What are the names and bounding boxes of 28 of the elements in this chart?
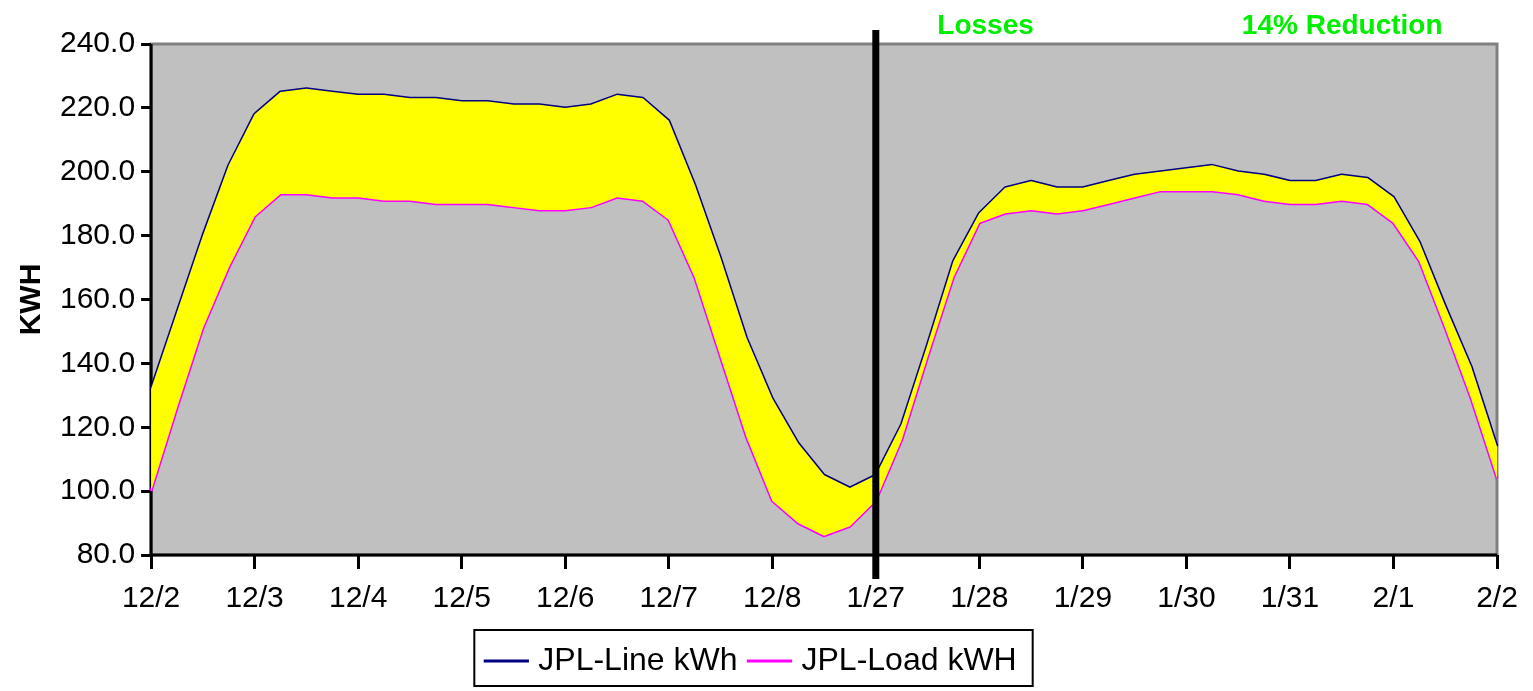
x-tick-label: 1/28	[950, 580, 1009, 614]
x-tick-label: 12/8	[743, 580, 802, 614]
x-tick-label: 12/2	[121, 580, 181, 614]
legend-label: JPL-Load kWH	[801, 640, 1017, 677]
y-tick-label: 200.0	[60, 153, 136, 187]
x-tick-label: 2/1	[1372, 580, 1415, 614]
y-tick-label: 120.0	[60, 408, 136, 442]
x-tick-label: 12/4	[328, 580, 388, 614]
x-tick-label: 12/6	[536, 580, 595, 614]
y-tick-label: 180.0	[60, 216, 136, 250]
x-tick-label: 1/29	[1053, 580, 1113, 614]
y-tick-label: 80.0	[76, 536, 136, 570]
x-tick-label: 12/5	[432, 580, 491, 614]
y-axis-title: KWH	[13, 263, 47, 336]
y-tick-label: 160.0	[60, 280, 136, 314]
x-tick-label: 1/30	[1157, 580, 1216, 614]
x-tick-label: 1/31	[1260, 580, 1320, 614]
y-tick-label: 220.0	[60, 89, 136, 123]
x-tick-label: 12/3	[225, 580, 284, 614]
text: Losses	[937, 8, 1034, 40]
legend-label: JPL-Line kWh	[538, 640, 738, 677]
y-tick-label: 140.0	[60, 344, 136, 378]
x-tick-label: 2/2	[1476, 580, 1518, 614]
y-tick-label: 100.0	[60, 472, 136, 506]
x-tick-label: 12/7	[639, 580, 698, 614]
text: 14% Reduction	[1241, 8, 1443, 40]
y-tick-label: 240.0	[60, 25, 136, 59]
x-tick-label: 1/27	[846, 580, 905, 614]
